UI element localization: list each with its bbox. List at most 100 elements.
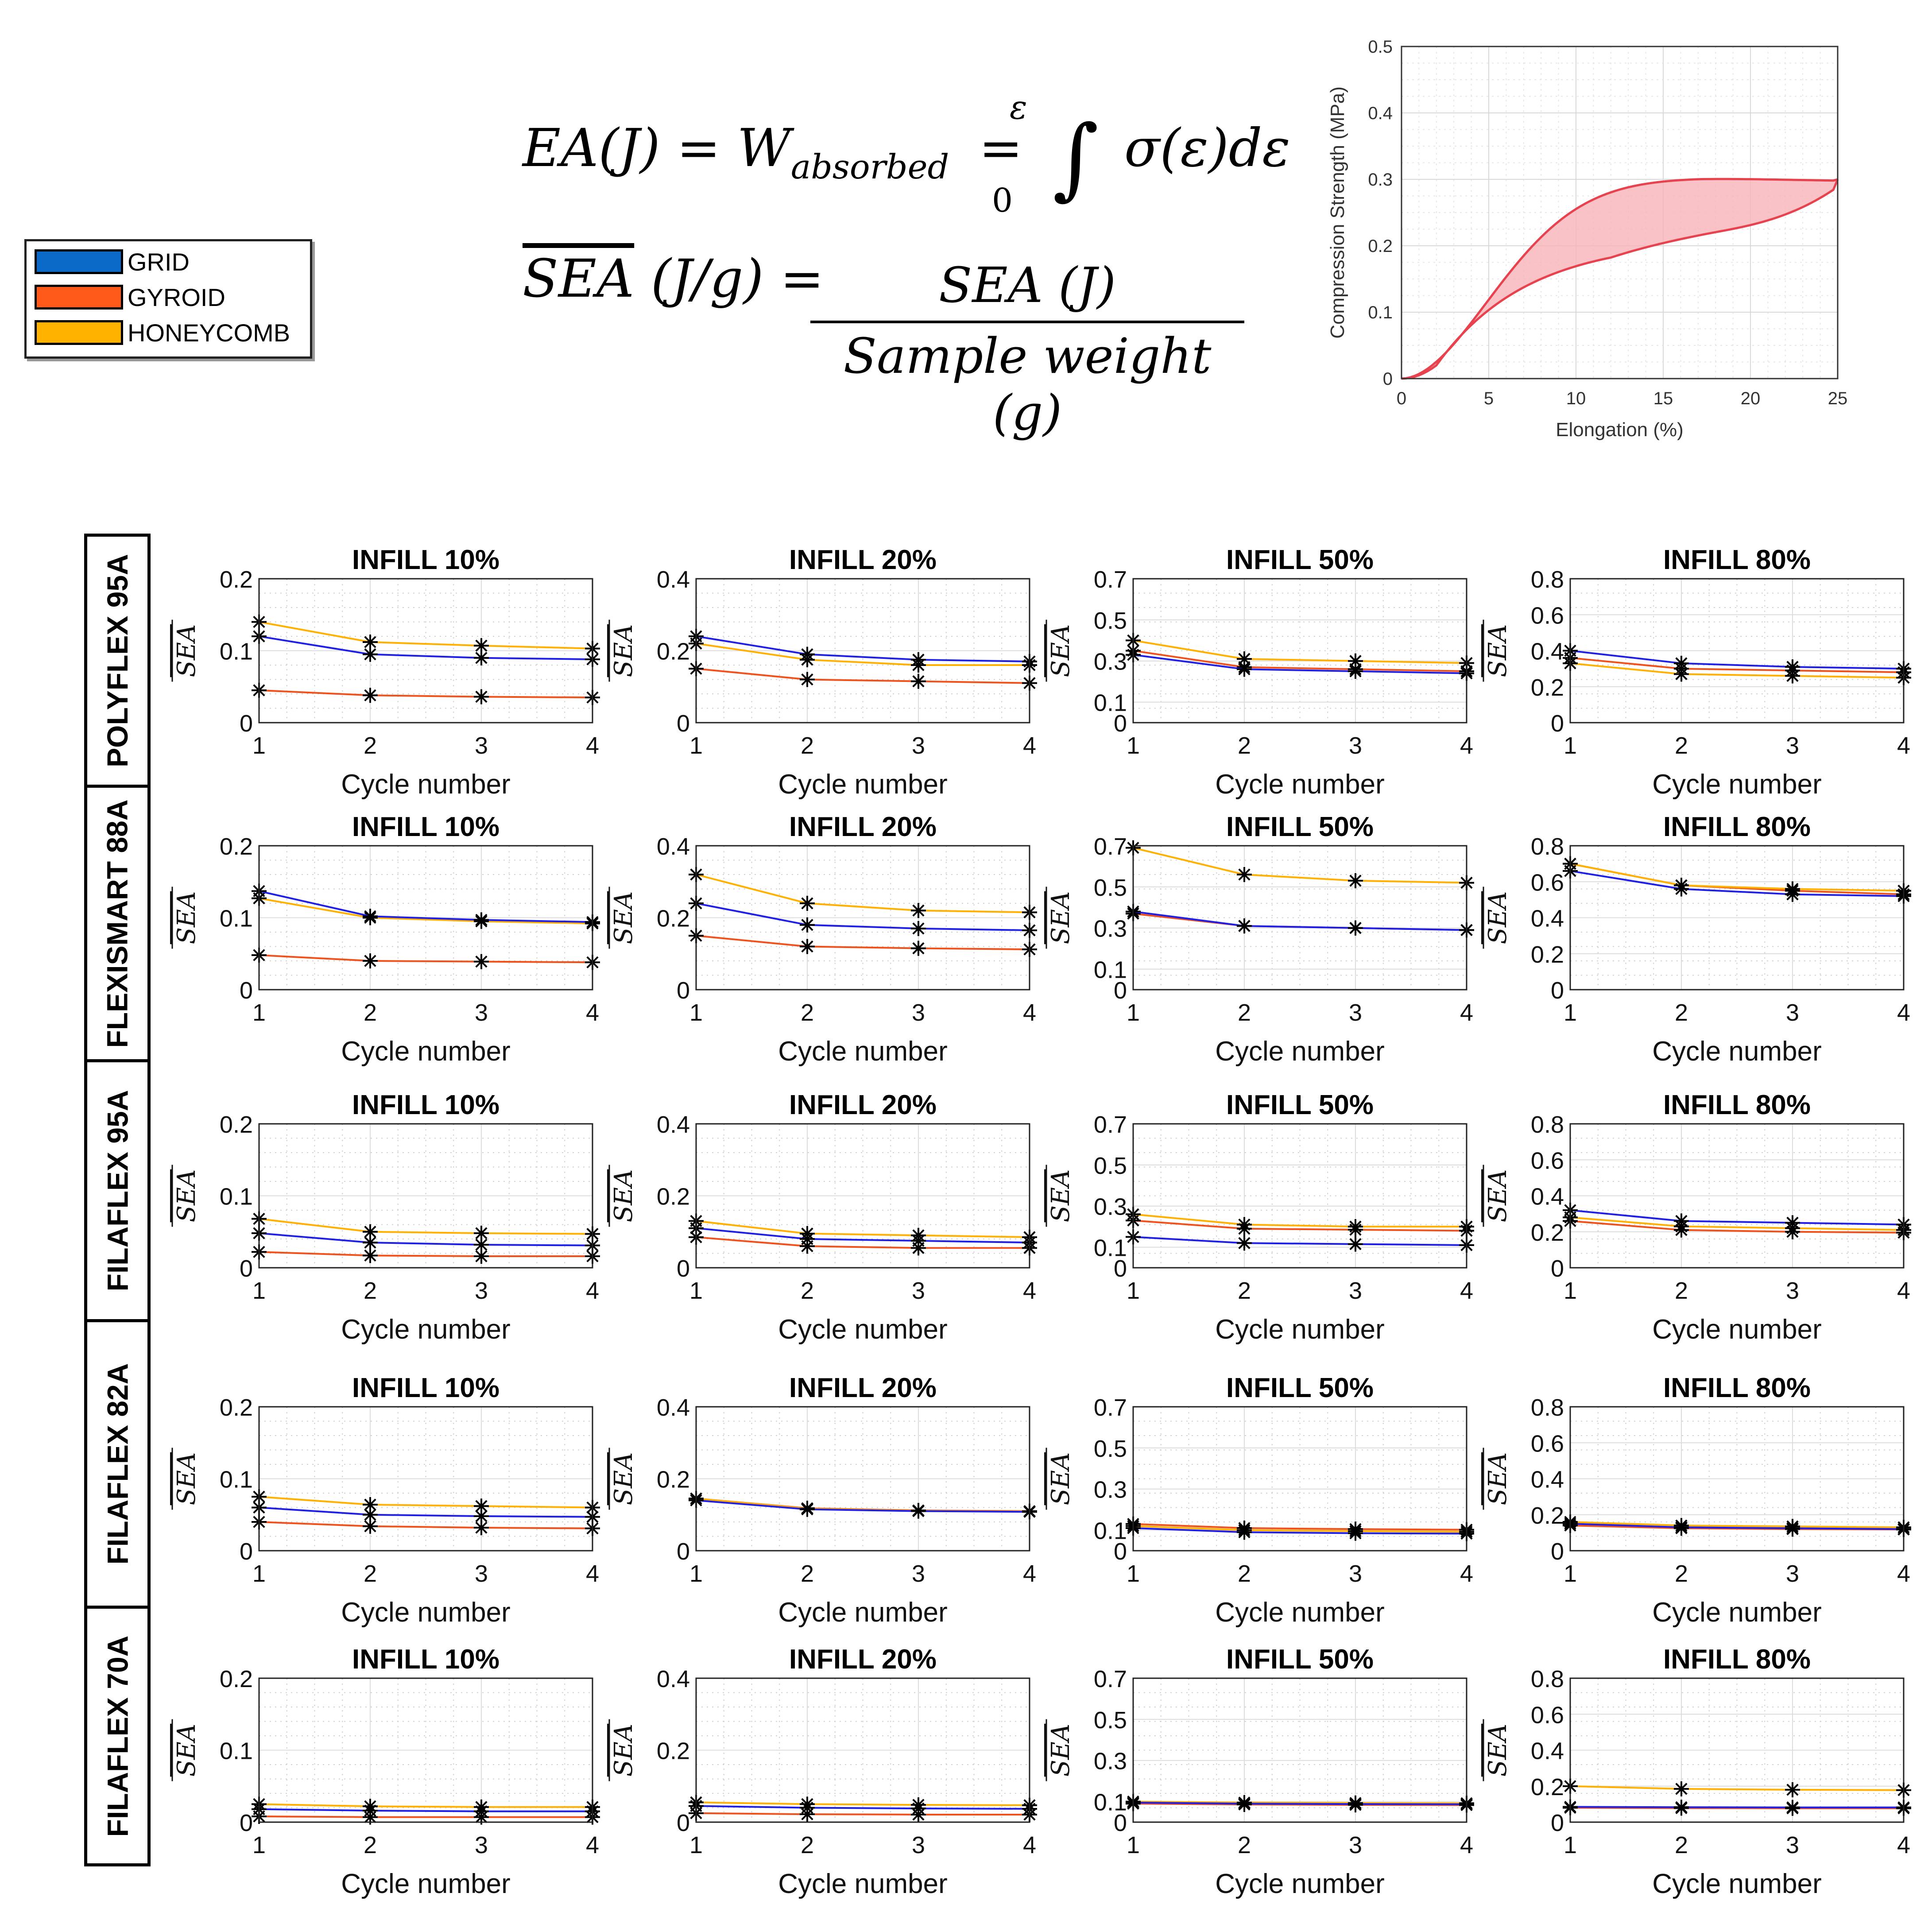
y-tick-label: 0 [240,1255,253,1282]
y-axis-label: SEA [172,1452,201,1506]
panel-title: INFILL 10% [352,545,499,575]
data-point-grid [363,909,378,924]
y-axis-label: SEA [1046,1452,1075,1506]
series-line-grid [1133,910,1467,931]
y-tick-label: 0.5 [1094,875,1127,901]
sea-panel: INFILL 10% 1 2 3 4 0 0.1 0.2 Cycle number SEA [171,1644,600,1899]
series-line-grid [1133,1236,1467,1246]
y-axis-label: SEA [609,624,638,677]
data-point-grid [800,1231,815,1246]
y-tick-label: 0.3 [1094,1748,1127,1775]
panel-axes-box [1132,578,1467,724]
data-point-honeycomb [1237,867,1252,882]
sea-panel: INFILL 20% 1 2 3 4 0 0.2 0.4 Cycle number SEA [608,1644,1037,1899]
x-tick-label: 4 [586,1277,599,1304]
data-point-gyroid [474,954,489,969]
x-axis-label: Cycle number [1215,1314,1384,1345]
inset-unloading-curve [1401,179,1839,380]
data-point-gyroid [911,941,926,956]
x-axis-label: Cycle number [1652,1314,1821,1345]
y-tick-label: 0 [677,710,690,737]
panel-axes-box [695,578,1030,724]
x-tick-label: 4 [586,1832,599,1858]
x-axis-label: Cycle number [778,1597,947,1628]
y-tick-label: 0 [1551,710,1564,737]
legend: GRID GYROID HONEYCOMB [24,239,312,359]
sea-panel: INFILL 10% 1 2 3 4 0 0.1 0.2 Cycle number SEA [171,812,600,1067]
x-tick-label: 3 [475,1277,488,1304]
x-tick-label: 1 [689,1277,703,1304]
legend-swatch-honeycomb [35,320,123,345]
x-tick-label: 2 [1238,1560,1251,1587]
panel-title: INFILL 80% [1663,812,1811,842]
x-tick-label: 4 [586,999,599,1026]
y-tick-label: 0.1 [1094,1235,1127,1262]
series-line-honeycomb [1133,639,1467,664]
data-point-honeycomb [1785,668,1800,684]
x-tick-label: 3 [475,999,488,1026]
x-tick-label: 2 [801,999,814,1026]
x-tick-label: 3 [1786,999,1799,1026]
x-tick-label: 3 [1349,1832,1362,1858]
material-row-flexismart-88a: FLEXISMART 88A [87,788,147,1062]
series-line-grid [1570,1209,1904,1226]
series-line-honeycomb [696,874,1030,914]
x-axis-label: Cycle number [778,769,947,800]
y-tick-label: 0.8 [1531,1111,1564,1138]
data-point-gyroid [363,953,378,968]
panel-title: INFILL 20% [789,1373,937,1403]
x-tick-label: 4 [1023,999,1036,1026]
data-point-grid [1785,1800,1800,1815]
inset-x-tick-label: 20 [1741,389,1761,408]
y-tick-label: 0.4 [657,566,690,593]
y-tick-label: 0.6 [1531,1147,1564,1174]
formula-sea-fraction: SEA (J) Sample weight (g) [810,257,1244,441]
integral-icon: ∫ [1053,106,1099,209]
panel-title: INFILL 50% [1226,1373,1374,1403]
x-tick-label: 4 [1897,1277,1910,1304]
data-point-grid [474,1237,489,1252]
x-tick-label: 1 [252,732,266,759]
series-line-honeycomb [1133,1525,1467,1533]
inset-y-tick-label: 0.2 [1368,236,1393,256]
series-line-grid [1133,1801,1467,1805]
series-line-gyroid [259,1251,592,1257]
x-tick-label: 2 [801,1560,814,1587]
material-labels: POLYFLEX 95A FLEXISMART 88A FILAFLEX 95A… [84,534,151,1866]
y-tick-label: 0.7 [1094,1111,1127,1138]
y-tick-label: 0.1 [220,639,253,665]
data-point-grid [1785,1521,1800,1536]
x-tick-label: 2 [1238,999,1251,1026]
series-line-gyroid [259,1521,593,1529]
data-point-gyroid [474,1249,489,1264]
series-line-gyroid [1133,650,1467,672]
y-tick-label: 0 [677,1810,690,1836]
y-tick-label: 0.8 [1531,566,1564,593]
data-point-grid [363,1803,378,1818]
series-line-grid [696,1805,1030,1810]
inset-y-tick-label: 0.5 [1368,37,1393,57]
data-point-grid [1237,1796,1252,1812]
x-tick-label: 3 [475,1832,488,1858]
x-axis-label: Cycle number [341,1869,510,1899]
x-tick-label: 1 [1127,1832,1140,1858]
series-line-gyroid [1133,1523,1467,1531]
data-point-honeycomb [1348,873,1363,888]
legend-label-gyroid: GYROID [128,283,225,311]
y-tick-label: 0.1 [220,906,253,932]
x-tick-label: 2 [801,732,814,759]
inset-x-tick-label: 25 [1828,389,1848,408]
y-axis-label: SEA [609,1724,638,1777]
series-line-grid [1570,1523,1904,1530]
x-tick-label: 2 [801,1277,814,1304]
x-tick-label: 2 [1675,1560,1688,1587]
data-point-grid [800,917,815,933]
series-line-grid [259,635,593,660]
data-point-gyroid [474,689,489,705]
x-axis-label: Cycle number [341,1036,510,1067]
panel-axes-box [258,1677,593,1823]
formula-ea-lhs: EA(J) = W [523,117,791,178]
inset-x-tick-label: 5 [1484,389,1494,408]
sea-panel: INFILL 80% 1 2 3 4 0 0.2 0.4 0.6 0.8 Cycle number S… [1483,1373,1911,1628]
